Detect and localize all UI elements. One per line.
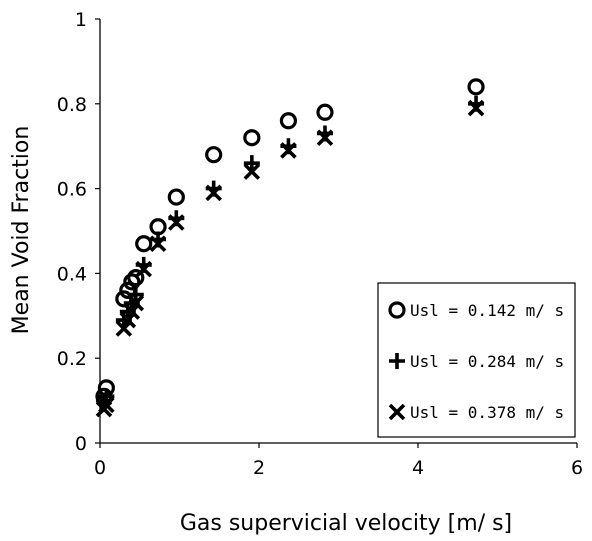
y-tick-label: 0.4 (57, 263, 87, 285)
data-point-x (127, 294, 145, 312)
data-point-circle (316, 103, 334, 121)
data-point-circle (135, 235, 153, 253)
y-tick-label: 1 (75, 9, 87, 31)
tick-labels: 0 2 4 6 0 0.2 0.4 0.6 0.8 1 (57, 9, 583, 479)
data-points (95, 78, 485, 418)
series-3 (95, 99, 485, 418)
plot-axes (95, 18, 578, 448)
legend-label: Usl = 0.378 m/ s (410, 403, 564, 422)
data-point-circle (123, 273, 141, 291)
x-tick-label: 2 (253, 457, 265, 479)
chart-legend: Usl = 0.142 m/ s Usl = 0.284 m/ s Usl = 0.… (377, 282, 576, 438)
data-point-x (467, 99, 485, 117)
x-axis-label: Gas supervicial velocity [m/ s] (180, 511, 512, 536)
legend-label: Usl = 0.142 m/ s (410, 301, 564, 320)
data-point-plus (243, 155, 260, 172)
data-point-x (135, 260, 152, 278)
legend-box (377, 282, 576, 438)
data-point-x (243, 163, 261, 180)
data-point-plus (127, 286, 144, 303)
data-point-plus (98, 388, 115, 405)
y-tick-label: 0.8 (57, 94, 87, 116)
legend-marker-x (388, 403, 406, 421)
legend-marker-circle (388, 301, 406, 319)
legend-marker-plus (389, 353, 405, 369)
y-tick-label: 0.6 (57, 179, 87, 201)
x-tick-label: 0 (94, 457, 106, 479)
data-point-x (115, 320, 133, 337)
y-axis-label: Mean Void Fraction (9, 126, 34, 335)
series-1 (95, 78, 485, 405)
legend-label: Usl = 0.284 m/ s (410, 352, 564, 371)
data-point-x (316, 129, 334, 146)
data-point-x (98, 396, 115, 414)
data-point-x (123, 303, 141, 320)
x-tick-label: 4 (412, 457, 424, 479)
y-tick-label: 0 (75, 433, 87, 455)
data-point-x (119, 311, 137, 329)
data-point-circle (467, 78, 485, 96)
data-point-circle (167, 188, 185, 206)
data-point-circle (279, 112, 298, 130)
data-point-x (280, 142, 297, 159)
data-point-x (205, 184, 222, 202)
data-point-circle (205, 146, 223, 164)
data-point-circle (127, 269, 145, 287)
y-tick-label: 0.2 (57, 348, 87, 370)
data-point-circle (243, 129, 261, 147)
x-tick-label: 6 (571, 457, 583, 479)
data-point-x (149, 235, 167, 252)
data-point-x (168, 214, 185, 231)
